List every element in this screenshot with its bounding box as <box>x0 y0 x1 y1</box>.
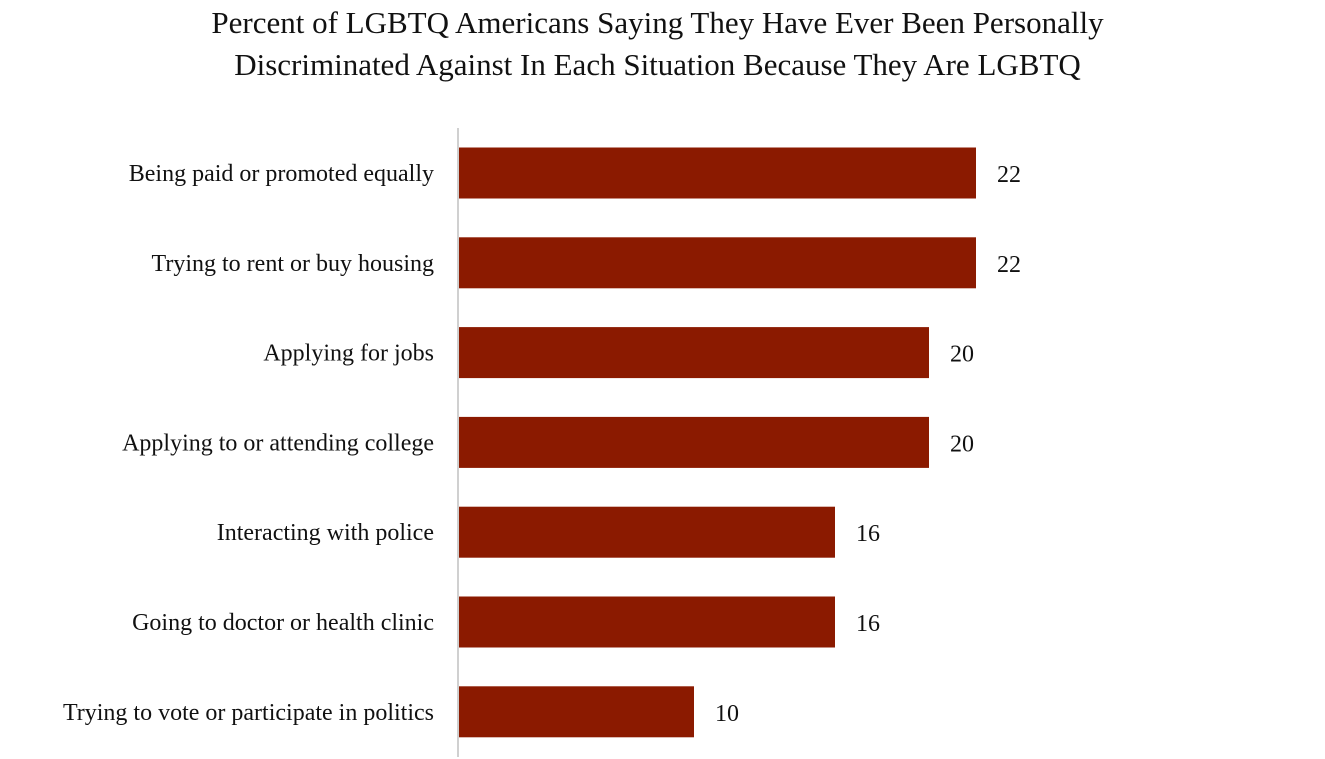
value-label: 20 <box>950 342 974 368</box>
bar <box>459 147 976 199</box>
bar <box>459 596 835 648</box>
bar <box>459 686 694 738</box>
value-label: 20 <box>950 431 974 457</box>
chart-title: Percent of LGBTQ Americans Saying They H… <box>0 2 1315 86</box>
category-label: Being paid or promoted equally <box>129 161 434 187</box>
category-label: Interacting with police <box>217 520 434 546</box>
value-label: 22 <box>997 162 1021 188</box>
category-label: Trying to rent or buy housing <box>152 251 434 277</box>
value-labels: 22 22 20 20 16 16 10 <box>715 162 1021 727</box>
bar <box>459 327 929 379</box>
bar <box>459 506 835 558</box>
chart-title-line-2: Discriminated Against In Each Situation … <box>234 47 1081 82</box>
bar <box>459 237 976 289</box>
bar <box>459 416 929 468</box>
category-labels: Being paid or promoted equally Trying to … <box>63 161 434 726</box>
value-label: 16 <box>856 611 880 637</box>
category-label: Applying to or attending college <box>122 430 434 456</box>
category-label: Going to doctor or health clinic <box>132 610 434 636</box>
chart-title-line-1: Percent of LGBTQ Americans Saying They H… <box>211 5 1104 40</box>
value-label: 16 <box>856 521 880 547</box>
category-label: Trying to vote or participate in politic… <box>63 700 434 726</box>
category-label: Applying for jobs <box>263 341 434 367</box>
value-label: 22 <box>997 252 1021 278</box>
value-label: 10 <box>715 701 739 727</box>
bars-layer <box>459 147 976 738</box>
